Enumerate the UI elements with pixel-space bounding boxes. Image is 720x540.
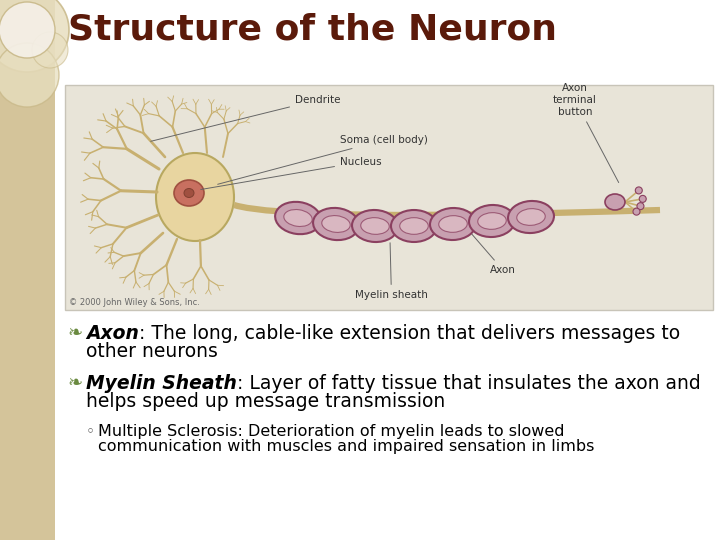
Text: : The long, cable-like extension that delivers messages to: : The long, cable-like extension that de… — [139, 324, 680, 343]
Ellipse shape — [605, 194, 625, 210]
Text: Myelin sheath: Myelin sheath — [355, 243, 428, 300]
Text: Multiple Sclerosis: Deterioration of myelin leads to slowed: Multiple Sclerosis: Deterioration of mye… — [98, 424, 564, 439]
Circle shape — [0, 0, 69, 72]
Circle shape — [0, 43, 59, 107]
Ellipse shape — [156, 153, 234, 241]
Circle shape — [0, 2, 55, 58]
Ellipse shape — [361, 218, 390, 234]
Circle shape — [32, 32, 68, 68]
Ellipse shape — [322, 215, 350, 232]
Ellipse shape — [313, 208, 359, 240]
Ellipse shape — [284, 210, 312, 226]
Text: : Layer of fatty tissue that insulates the axon and: : Layer of fatty tissue that insulates t… — [237, 374, 701, 393]
Text: Myelin Sheath: Myelin Sheath — [86, 374, 237, 393]
Ellipse shape — [184, 188, 194, 198]
Text: Axon: Axon — [86, 324, 139, 343]
Text: Soma (cell body): Soma (cell body) — [217, 135, 428, 184]
Ellipse shape — [478, 213, 506, 230]
FancyBboxPatch shape — [0, 0, 55, 540]
Text: helps speed up message transmission: helps speed up message transmission — [86, 392, 445, 411]
Circle shape — [639, 195, 647, 202]
Ellipse shape — [469, 205, 515, 237]
Ellipse shape — [275, 202, 321, 234]
Text: ❧: ❧ — [68, 324, 83, 342]
Text: ❧: ❧ — [68, 374, 83, 392]
Text: communication with muscles and impaired sensation in limbs: communication with muscles and impaired … — [98, 439, 595, 454]
Circle shape — [635, 187, 642, 194]
Text: ◦: ◦ — [86, 424, 95, 439]
Text: © 2000 John Wiley & Sons, Inc.: © 2000 John Wiley & Sons, Inc. — [69, 298, 200, 307]
Ellipse shape — [430, 208, 476, 240]
Text: Nucleus: Nucleus — [201, 157, 382, 190]
Text: Dendrite: Dendrite — [150, 95, 341, 141]
Text: Axon: Axon — [472, 234, 516, 275]
Text: Structure of the Neuron: Structure of the Neuron — [68, 13, 557, 47]
Ellipse shape — [508, 201, 554, 233]
Circle shape — [633, 208, 640, 215]
Ellipse shape — [400, 218, 428, 234]
Text: other neurons: other neurons — [86, 342, 218, 361]
FancyBboxPatch shape — [65, 85, 713, 310]
Ellipse shape — [174, 180, 204, 206]
Circle shape — [637, 202, 644, 210]
Ellipse shape — [438, 215, 467, 232]
Ellipse shape — [352, 210, 398, 242]
Text: Axon
terminal
button: Axon terminal button — [553, 83, 618, 183]
Ellipse shape — [517, 208, 545, 225]
Ellipse shape — [391, 210, 437, 242]
